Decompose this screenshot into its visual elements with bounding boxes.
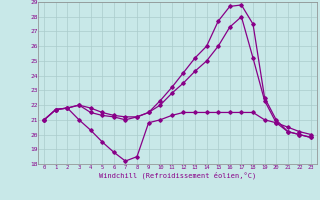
X-axis label: Windchill (Refroidissement éolien,°C): Windchill (Refroidissement éolien,°C) xyxy=(99,171,256,179)
